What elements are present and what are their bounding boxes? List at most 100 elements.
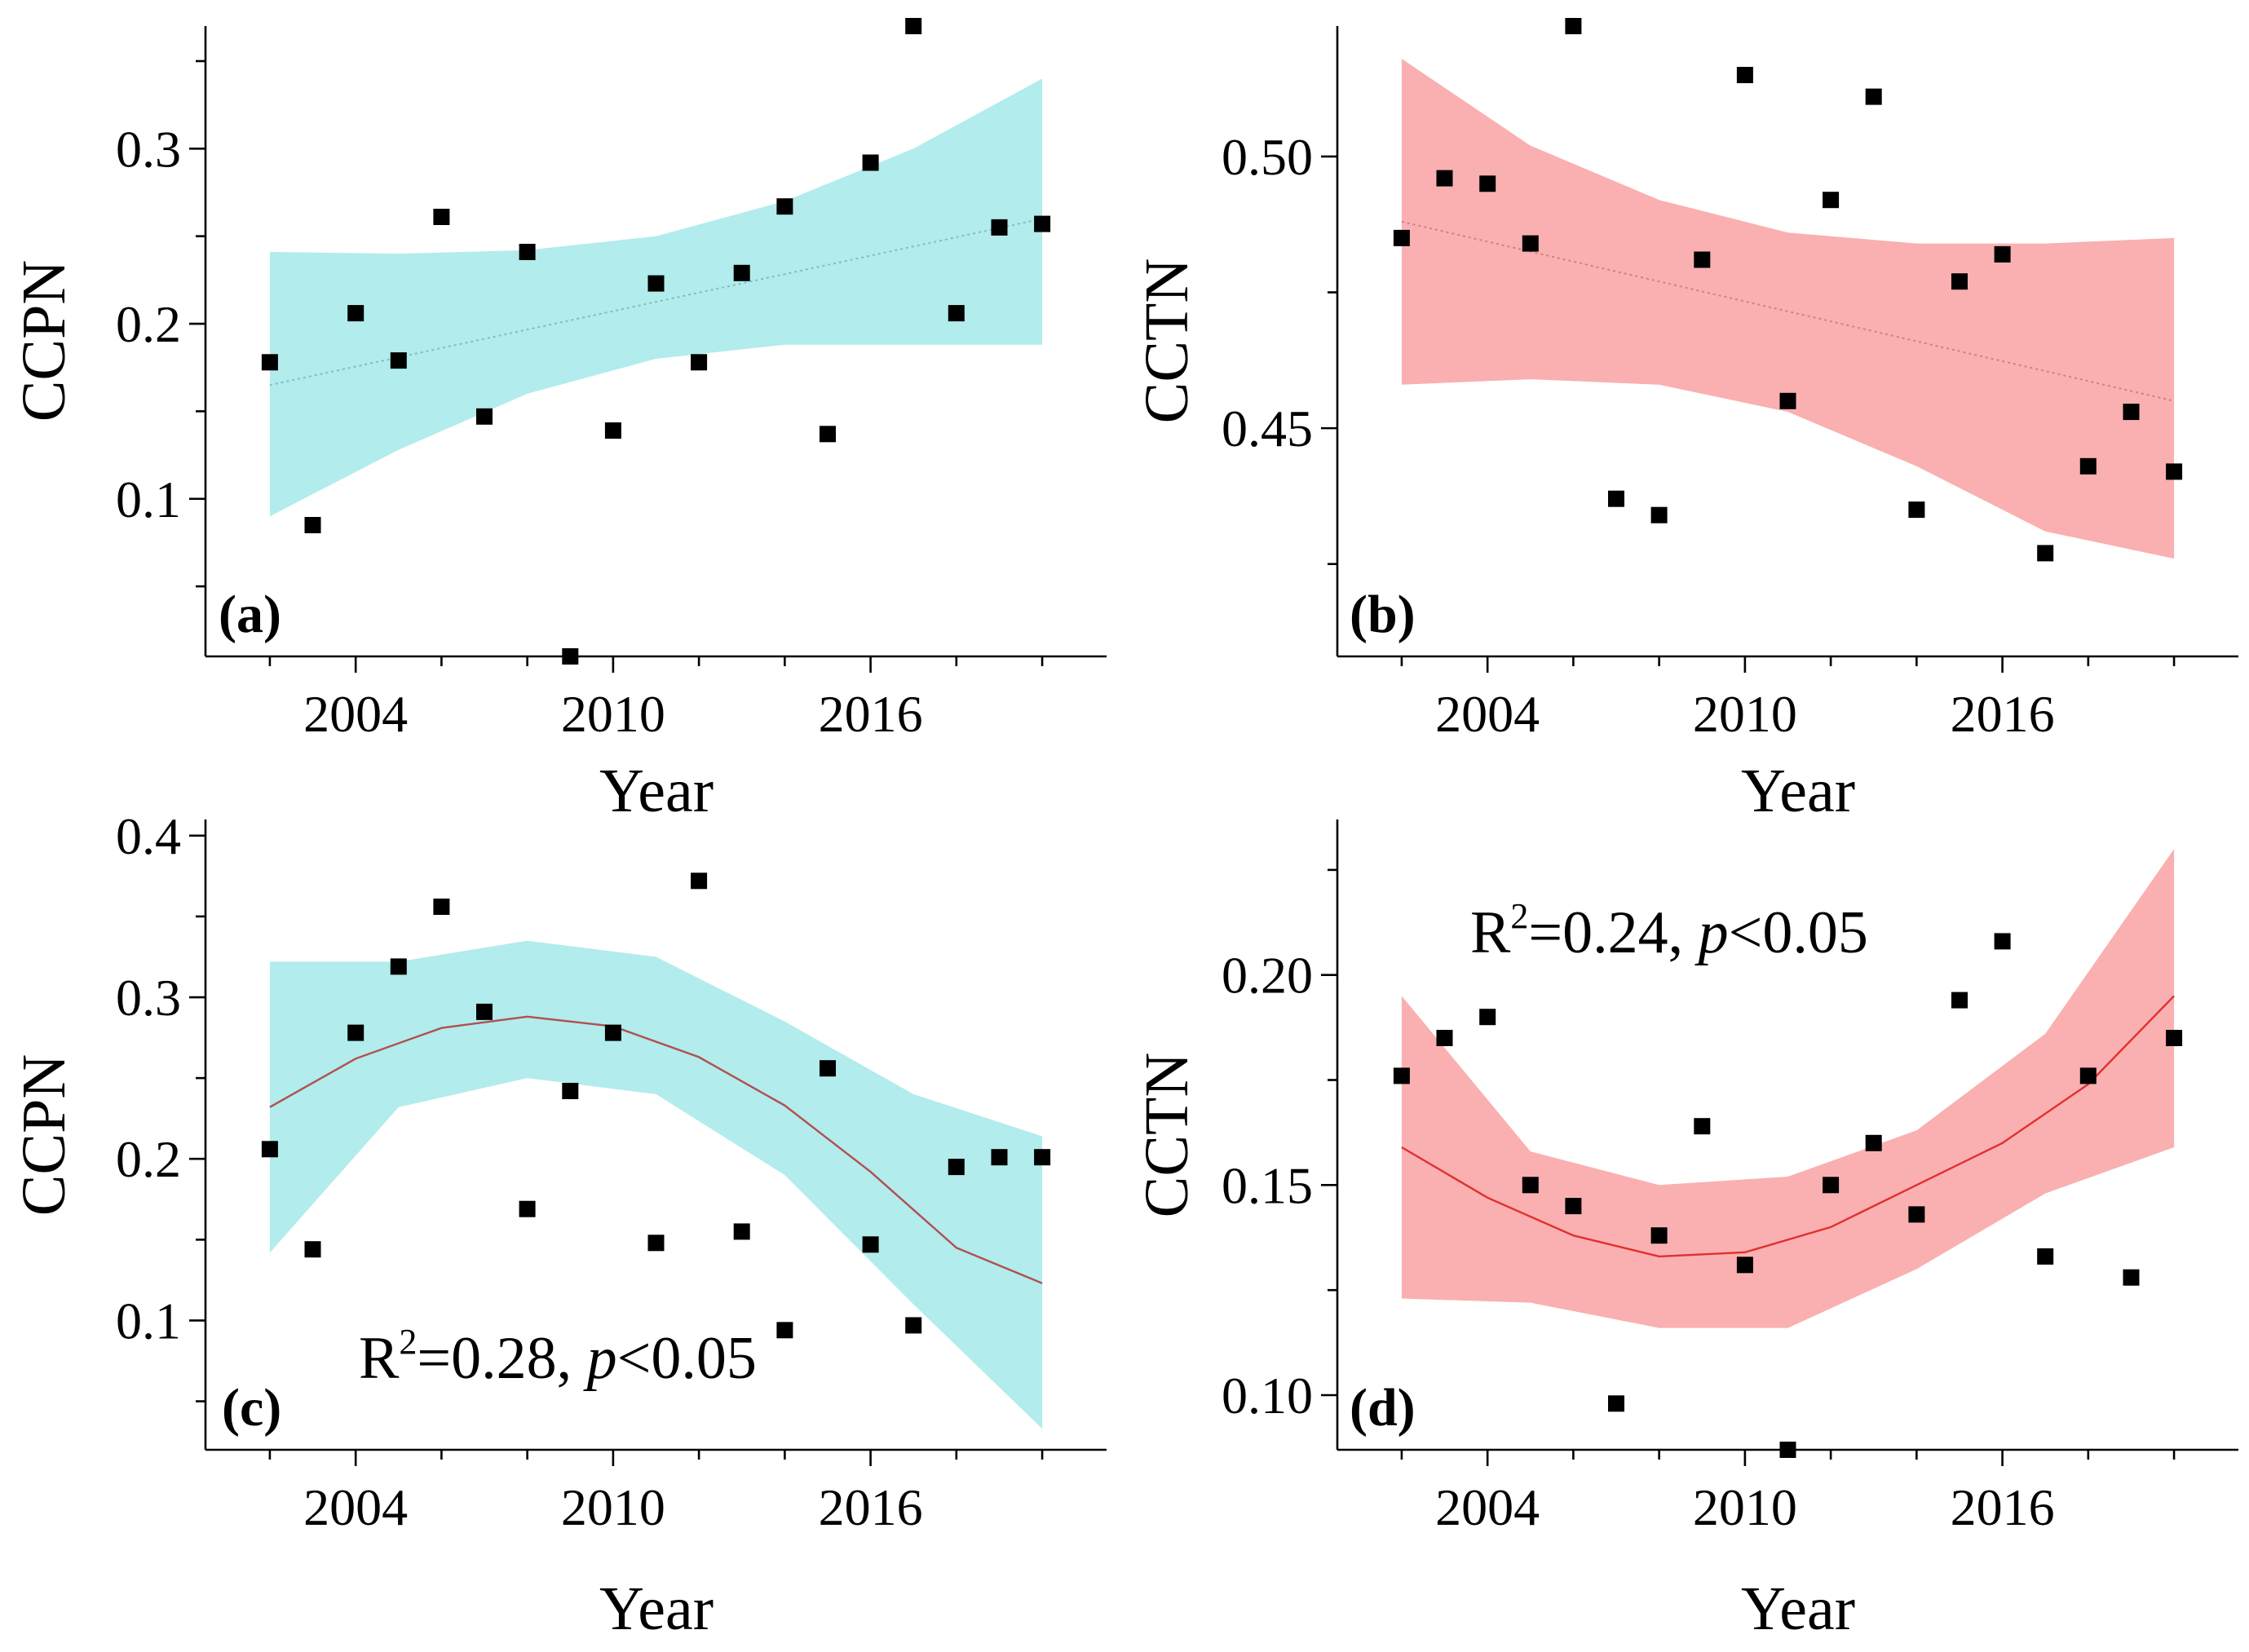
data-point bbox=[1608, 490, 1624, 507]
data-point bbox=[820, 426, 836, 443]
x-tick-label: 2004 bbox=[1435, 685, 1540, 743]
y-tick-label: 0.10 bbox=[1222, 1367, 1313, 1425]
data-point bbox=[476, 408, 493, 425]
x-tick-label: 2016 bbox=[1951, 685, 2055, 743]
data-point bbox=[304, 517, 321, 533]
panel-b: 2004 2010 2016 0.45 0.50 Year CCTN (b) bbox=[1133, 18, 2238, 825]
data-point bbox=[1779, 392, 1796, 409]
data-point bbox=[733, 1223, 750, 1240]
panel-label: (c) bbox=[222, 1378, 281, 1438]
data-point bbox=[820, 1060, 836, 1077]
data-point bbox=[1565, 1198, 1582, 1215]
panel-d: 2004 2010 2016 0.10 0.15 0.20 Year CCTN (d) R… bbox=[1133, 819, 2238, 1643]
data-point bbox=[519, 1200, 536, 1217]
panel-label: (b) bbox=[1350, 585, 1416, 644]
data-point bbox=[948, 305, 965, 322]
data-point bbox=[991, 219, 1008, 236]
r2-annotation: R2=0.24, p<0.05 bbox=[1470, 896, 1868, 966]
annotation-superscript: 2 bbox=[399, 1322, 417, 1362]
y-axis-title: CCPN bbox=[10, 260, 78, 422]
data-point bbox=[1608, 1395, 1624, 1412]
data-point bbox=[905, 18, 922, 34]
x-tick-label: 2004 bbox=[303, 1478, 408, 1536]
data-point bbox=[2166, 463, 2183, 480]
data-point bbox=[1951, 273, 1968, 290]
y-axis-title: CCPN bbox=[10, 1054, 78, 1217]
data-point bbox=[1865, 88, 1882, 105]
y-axis-title: CCTN bbox=[1133, 1053, 1201, 1218]
r2-annotation: R2=0.28, p<0.05 bbox=[359, 1322, 757, 1392]
data-point bbox=[647, 275, 665, 292]
data-point bbox=[261, 354, 278, 371]
x-tick-label: 2016 bbox=[1951, 1478, 2055, 1536]
y-tick-label: 0.2 bbox=[116, 1130, 181, 1188]
panel-label: (a) bbox=[219, 585, 281, 644]
annotation-r: R bbox=[359, 1325, 400, 1392]
x-tick-label: 2010 bbox=[1693, 685, 1797, 743]
axes: 2004 2010 2016 0.45 0.50 bbox=[1222, 26, 2238, 743]
data-points bbox=[261, 18, 1051, 665]
data-point bbox=[1736, 67, 1753, 83]
data-point bbox=[1694, 1118, 1711, 1135]
data-points bbox=[1393, 18, 2183, 562]
data-point bbox=[1522, 1177, 1539, 1194]
data-point bbox=[691, 354, 708, 371]
data-point bbox=[2079, 457, 2097, 475]
data-point bbox=[733, 264, 750, 281]
data-point bbox=[304, 1241, 321, 1258]
confidence-band bbox=[1401, 59, 2175, 559]
data-point bbox=[1034, 215, 1051, 232]
data-point bbox=[1034, 1149, 1051, 1166]
annotation-value: =0.28, bbox=[417, 1325, 586, 1392]
x-tick-label: 2004 bbox=[1435, 1478, 1540, 1536]
y-tick-label: 0.3 bbox=[116, 120, 181, 178]
data-point bbox=[476, 1003, 493, 1020]
data-points bbox=[1393, 933, 2183, 1458]
y-tick-label: 0.45 bbox=[1222, 400, 1313, 457]
data-point bbox=[261, 1141, 278, 1158]
data-point bbox=[691, 872, 708, 890]
y-tick-label: 0.50 bbox=[1222, 128, 1313, 186]
data-point bbox=[1951, 992, 1968, 1009]
data-point bbox=[2079, 1067, 2097, 1084]
y-tick-label: 0.1 bbox=[116, 470, 181, 528]
data-point bbox=[604, 1024, 621, 1041]
data-point bbox=[1522, 235, 1539, 252]
data-point bbox=[862, 154, 879, 171]
data-point bbox=[1565, 18, 1582, 34]
data-point bbox=[905, 1317, 922, 1334]
data-point bbox=[390, 958, 407, 975]
data-point bbox=[433, 899, 450, 915]
data-point bbox=[1865, 1134, 1882, 1151]
data-point bbox=[519, 244, 536, 260]
data-point bbox=[1650, 1227, 1668, 1244]
data-point bbox=[862, 1236, 879, 1253]
x-axis-title: Year bbox=[1741, 1575, 1855, 1643]
y-axis-title: CCTN bbox=[1133, 258, 1201, 424]
y-tick-label: 0.4 bbox=[116, 807, 181, 865]
annotation-r: R bbox=[1470, 899, 1511, 966]
axes: 2004 2010 2016 0.1 0.2 0.3 bbox=[116, 26, 1107, 743]
data-point bbox=[1994, 933, 2011, 950]
x-axis-title: Year bbox=[1741, 757, 1855, 825]
y-tick-label: 0.1 bbox=[116, 1292, 181, 1349]
data-point bbox=[647, 1235, 665, 1252]
data-point bbox=[1823, 1177, 1840, 1194]
data-point bbox=[1908, 501, 1925, 519]
x-tick-label: 2010 bbox=[1693, 1478, 1797, 1536]
data-point bbox=[1823, 192, 1840, 209]
data-point bbox=[390, 352, 407, 369]
annotation-threshold: <0.05 bbox=[617, 1325, 757, 1392]
data-point bbox=[1436, 170, 1453, 187]
data-point bbox=[2037, 545, 2054, 562]
data-point bbox=[2037, 1248, 2054, 1265]
panel-c: 2004 2010 2016 0.1 0.2 0.3 0.4 Year CCPN (c) R… bbox=[10, 807, 1107, 1643]
y-tick-label: 0.2 bbox=[116, 295, 181, 353]
data-point bbox=[562, 1083, 579, 1099]
confidence-band bbox=[269, 940, 1043, 1429]
x-tick-label: 2010 bbox=[561, 1478, 665, 1536]
data-point bbox=[2166, 1030, 2183, 1046]
annotation-p: p bbox=[583, 1325, 617, 1392]
data-point bbox=[1650, 506, 1668, 523]
